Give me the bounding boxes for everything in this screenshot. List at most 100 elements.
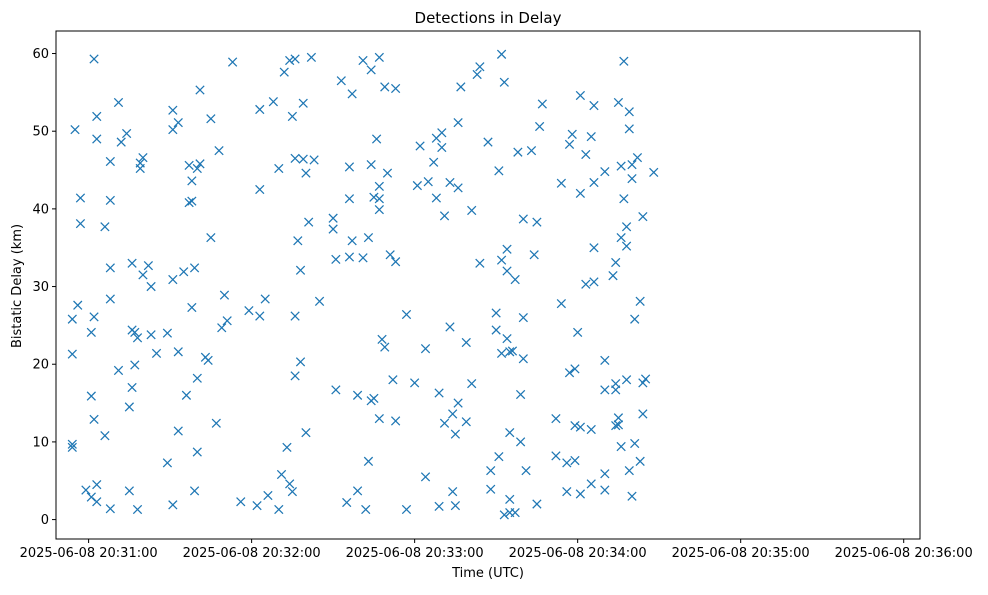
data-point [390, 416, 401, 426]
data-point [450, 429, 461, 439]
data-point [448, 409, 458, 419]
data-point [331, 385, 341, 395]
data-point [581, 279, 591, 289]
data-point [89, 54, 99, 64]
x-tick-label: 2025-06-08 20:32:00 [183, 546, 321, 561]
data-point [298, 154, 308, 164]
data-point [388, 375, 398, 385]
data-point [268, 97, 279, 107]
data-point [630, 438, 640, 449]
data-point [461, 337, 471, 348]
data-point [611, 257, 621, 268]
data-point [344, 162, 355, 172]
data-point [298, 98, 308, 108]
data-point [556, 299, 567, 309]
data-point [70, 125, 80, 135]
data-point [127, 382, 137, 393]
data-point [282, 442, 292, 452]
data-point [600, 385, 610, 395]
data-point [92, 497, 102, 507]
data-point [293, 236, 303, 246]
data-point [203, 355, 213, 365]
data-point [116, 137, 126, 147]
data-point [371, 134, 382, 144]
data-point [518, 214, 528, 224]
data-point [344, 252, 355, 262]
data-point [92, 111, 102, 122]
x-tick-label: 2025-06-08 20:31:00 [20, 546, 158, 561]
data-point [195, 85, 205, 95]
data-point [467, 205, 477, 216]
data-point [638, 378, 648, 388]
data-point [453, 183, 463, 193]
data-point [342, 497, 352, 508]
data-point [255, 311, 265, 321]
data-point [314, 296, 325, 306]
data-point [206, 114, 216, 124]
data-point [627, 491, 637, 501]
data-point [556, 178, 567, 188]
data-point [214, 145, 224, 156]
data-point [613, 97, 624, 108]
data-point [374, 52, 384, 63]
data-point [187, 176, 197, 186]
data-point [162, 458, 173, 468]
data-point [434, 501, 444, 512]
data-point [189, 486, 200, 496]
data-point [586, 424, 596, 435]
data-point [295, 265, 306, 275]
data-point [105, 156, 115, 167]
data-point [211, 418, 221, 428]
data-point [589, 177, 599, 188]
data-point [168, 274, 178, 285]
data-point [73, 300, 83, 310]
data-point [635, 296, 645, 306]
data-point [564, 139, 575, 150]
data-point [431, 193, 442, 203]
data-point [621, 241, 632, 251]
data-point [374, 205, 384, 215]
data-point [301, 427, 311, 438]
data-point [100, 222, 110, 232]
data-point [461, 417, 471, 427]
data-point [453, 118, 463, 128]
data-point [382, 168, 393, 178]
data-point [515, 437, 526, 447]
data-point [510, 507, 520, 518]
data-point [494, 452, 504, 462]
data-point [529, 250, 539, 260]
data-point [130, 360, 140, 370]
data-point [507, 346, 518, 356]
data-point [640, 374, 651, 384]
data-point [227, 57, 238, 67]
data-point [515, 389, 526, 400]
data-point [600, 469, 610, 479]
data-point [192, 163, 202, 174]
data-point [532, 217, 542, 227]
data-point [412, 180, 423, 191]
data-point [486, 466, 496, 476]
data-markers [67, 49, 659, 520]
data-point [505, 427, 515, 438]
data-point [162, 328, 173, 338]
data-point [276, 469, 287, 480]
data-point [621, 222, 632, 232]
data-point [453, 398, 463, 408]
data-point [132, 333, 143, 343]
data-point [179, 267, 189, 277]
data-point [168, 105, 178, 115]
data-point [638, 212, 648, 222]
data-point [589, 243, 599, 253]
data-point [496, 49, 507, 59]
data-point [624, 124, 634, 134]
data-point [401, 309, 412, 320]
data-point [564, 368, 575, 378]
data-point [151, 348, 162, 358]
data-point [380, 82, 390, 92]
data-point [344, 194, 355, 204]
data-point [328, 213, 338, 223]
data-point [168, 500, 178, 510]
data-point [195, 159, 205, 169]
data-point [526, 145, 537, 156]
data-point [352, 390, 363, 400]
